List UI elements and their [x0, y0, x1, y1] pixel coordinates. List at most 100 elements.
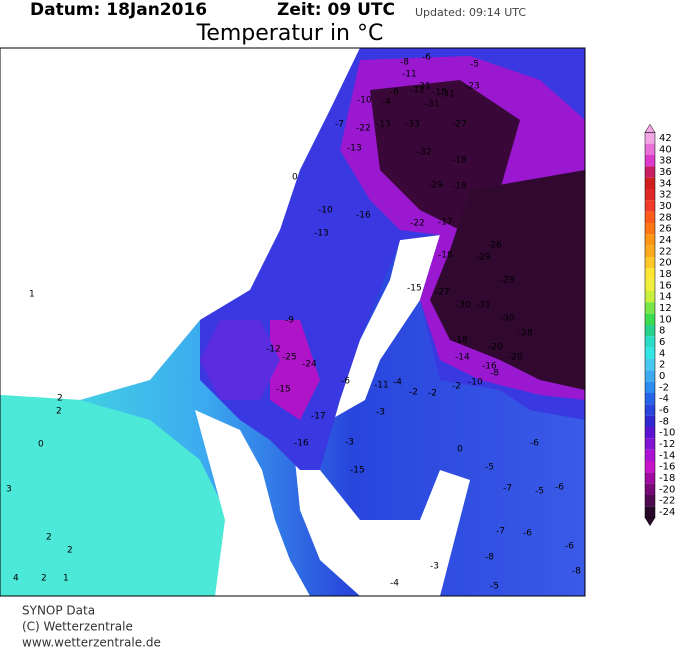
colorbar-swatch	[645, 336, 655, 348]
colorbar-label: 12	[659, 303, 672, 314]
station-value: 1	[63, 574, 69, 584]
colorbar-swatch	[645, 427, 655, 439]
station-value: -2	[409, 388, 418, 398]
colorbar-swatch	[645, 268, 655, 280]
station-value: -3	[376, 408, 385, 418]
station-value: -5	[485, 463, 494, 473]
colorbar-label: -24	[659, 507, 675, 518]
colorbar-swatch	[645, 325, 655, 337]
station-value: -18	[452, 182, 467, 192]
colorbar-label: 0	[659, 371, 665, 382]
station-value: -18	[438, 251, 453, 261]
colorbar-swatch	[645, 359, 655, 371]
station-value: -12	[410, 86, 425, 96]
station-value: 2	[57, 394, 63, 404]
colorbar-swatch	[645, 223, 655, 235]
colorbar-label: 28	[659, 212, 672, 223]
station-value: -32	[417, 148, 432, 158]
station-value: 0	[457, 445, 463, 455]
colorbar-swatch	[645, 291, 655, 303]
colorbar-swatch	[645, 155, 655, 167]
title: Temperatur in °C	[196, 21, 384, 46]
station-value: -5	[535, 487, 544, 497]
colorbar-label: -14	[659, 450, 675, 461]
colorbar-label: 42	[659, 133, 672, 144]
colorbar-label: -8	[659, 416, 669, 427]
colorbar-swatch	[645, 404, 655, 416]
station-value: 4	[13, 574, 19, 584]
station-value: -7	[335, 120, 344, 130]
station-value: -15	[276, 385, 291, 395]
colorbar-swatch	[645, 495, 655, 507]
colorbar-swatch	[645, 313, 655, 325]
colorbar-label: -2	[659, 382, 669, 393]
colorbar-label: 4	[659, 348, 665, 359]
station-value: -16	[356, 211, 371, 221]
colorbar-swatch	[645, 506, 655, 518]
colorbar-label: 38	[659, 156, 672, 167]
station-value: -27	[452, 120, 467, 130]
station-value: -7	[496, 527, 505, 537]
colorbar-label: -22	[659, 496, 675, 507]
station-value: -5	[470, 60, 479, 70]
station-value: -11	[374, 381, 389, 391]
station-value: -3	[430, 562, 439, 572]
colorbar-label: 34	[659, 178, 672, 189]
colorbar-arrow	[644, 517, 656, 527]
colorbar-swatch	[645, 143, 655, 155]
station-value: -20	[488, 343, 503, 353]
station-value: -29	[500, 276, 515, 286]
station-value: -29	[428, 181, 443, 191]
colorbar-label: -12	[659, 439, 675, 450]
station-value: -22	[410, 219, 425, 229]
colorbar-label: 32	[659, 190, 672, 201]
station-value: -6	[390, 88, 399, 98]
colorbar-swatch	[645, 483, 655, 495]
colorbar-label: -18	[659, 473, 675, 484]
station-value: -8	[572, 567, 581, 577]
colorbar-label: 6	[659, 337, 665, 348]
colorbar-swatch	[645, 177, 655, 189]
colorbar: 424038363432302826242220181614121086420-…	[644, 123, 675, 527]
colorbar-frame	[644, 132, 656, 518]
colorbar-label: -4	[659, 394, 669, 405]
station-value: -8	[485, 553, 494, 563]
station-value: -10	[357, 96, 372, 106]
station-value: -18	[432, 88, 447, 98]
station-value: -17	[311, 412, 326, 422]
colorbar-label: 22	[659, 246, 672, 257]
station-value: -6	[341, 377, 350, 387]
station-value: 2	[56, 407, 62, 417]
colorbar-swatch	[645, 449, 655, 461]
station-value: -15	[407, 284, 422, 294]
colorbar-swatch	[645, 132, 655, 144]
colorbar-swatch	[645, 234, 655, 246]
colorbar-swatch	[645, 461, 655, 473]
station-value: 1	[29, 290, 35, 300]
station-value: -22	[356, 124, 371, 134]
station-value: -6	[422, 53, 431, 63]
station-value: -31	[440, 90, 455, 100]
station-value: -7	[503, 484, 512, 494]
station-value: -27	[435, 288, 450, 298]
colorbar-label: 18	[659, 269, 672, 280]
station-value: -31	[425, 100, 440, 110]
station-value: -10	[468, 378, 483, 388]
colorbar-swatch	[645, 415, 655, 427]
station-value: 3	[6, 485, 12, 495]
station-value: -5	[490, 582, 499, 592]
colorbar-swatch	[645, 189, 655, 201]
station-value: -16	[294, 439, 309, 449]
station-value: -6	[565, 542, 574, 552]
colorbar-label: 26	[659, 224, 672, 235]
station-value: -29	[476, 253, 491, 263]
station-value: -28	[518, 329, 533, 339]
station-value: -4	[390, 579, 399, 589]
station-value: -31	[476, 301, 491, 311]
station-value: -2	[428, 389, 437, 399]
station-value: -25	[282, 353, 297, 363]
station-value: 2	[67, 546, 73, 556]
colorbar-label: 16	[659, 280, 672, 291]
station-value: 0	[292, 173, 298, 183]
station-value: -2	[452, 382, 461, 392]
